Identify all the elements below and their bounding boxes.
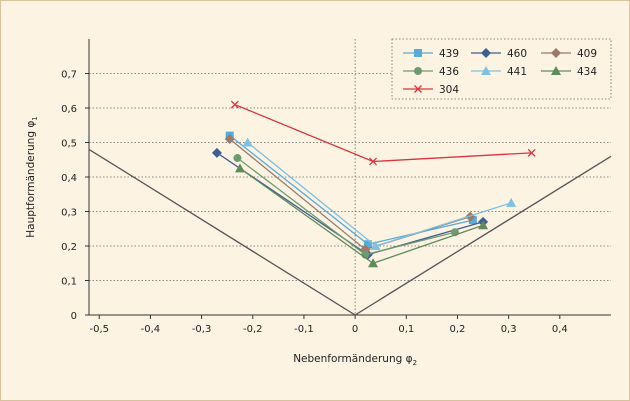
- data-point: [233, 154, 242, 163]
- y-tick-label: 0: [71, 311, 77, 322]
- legend-label: 434: [577, 66, 597, 78]
- data-point: [363, 240, 372, 249]
- reference-line: [88, 148, 612, 316]
- y-tick-label: 0,6: [61, 104, 77, 115]
- legend-marker: [481, 66, 491, 75]
- x-tick-label: -0,3: [192, 324, 212, 335]
- legend-marker: [481, 48, 491, 58]
- series-line: [234, 103, 532, 163]
- y-tick-label: 0,4: [61, 173, 77, 184]
- legend-label: 409: [577, 48, 597, 60]
- data-point: [224, 134, 235, 145]
- legend-marker: [414, 67, 422, 75]
- legend-item-460: 460: [471, 48, 527, 60]
- series-439: [225, 131, 477, 249]
- legend-label: 460: [507, 48, 527, 60]
- series-line: [229, 138, 471, 251]
- x-tick-label: 0,2: [450, 324, 466, 335]
- legend-item-434: 434: [541, 66, 597, 78]
- data-point: [478, 220, 489, 230]
- data-point: [211, 147, 222, 158]
- x-tick-label: 0: [352, 324, 358, 335]
- x-tick-label: 0,1: [398, 324, 414, 335]
- data-point: [230, 100, 239, 109]
- legend-marker: [414, 49, 422, 57]
- y-tick-label: 0,5: [61, 139, 77, 150]
- data-point: [369, 157, 377, 166]
- legend-label: 436: [439, 66, 459, 78]
- data-point: [242, 137, 253, 147]
- data-point: [465, 211, 476, 222]
- x-tick-label: -0,2: [243, 324, 263, 335]
- x-tick-label: -0,4: [141, 324, 161, 335]
- legend-item-304: 304: [403, 84, 459, 96]
- legend-label: 441: [507, 66, 527, 78]
- tick-labels: -0,5 -0,4 -0,3 -0,2 -0,1 0 0,1 0,2 0,3 0,4 0 0,1 0,2…: [61, 70, 568, 336]
- y-tick-label: 0,7: [61, 70, 77, 81]
- legend-label: 439: [439, 48, 459, 60]
- data-point: [234, 163, 245, 173]
- data-point: [468, 216, 477, 225]
- series-434: [234, 163, 489, 268]
- legend: 439 460 409 436 441 434 304: [391, 38, 612, 100]
- y-tick-label: 0,3: [61, 208, 77, 219]
- legend-item-409: 409: [541, 48, 597, 60]
- legend-label: 304: [439, 84, 459, 96]
- data-point: [370, 241, 381, 250]
- legend-item-436: 436: [403, 66, 459, 78]
- legend-marker: [414, 85, 422, 93]
- x-tick-label: -0,1: [294, 324, 314, 335]
- y-axis-title: Hauptformänderung φ1: [25, 116, 39, 238]
- y-tick-label: 0,1: [61, 277, 77, 288]
- x-tick-label: 0,4: [552, 324, 568, 335]
- data-point: [506, 197, 517, 207]
- data-point: [527, 148, 536, 157]
- series-line: [247, 141, 512, 247]
- x-tick-label: 0,3: [501, 324, 517, 335]
- grid-lines: [89, 73, 611, 281]
- x-axis-title: Nebenformänderung φ2: [293, 353, 417, 367]
- data-series: [211, 100, 536, 268]
- data-point: [368, 258, 379, 268]
- legend-marker: [551, 66, 561, 75]
- legend-item-441: 441: [471, 66, 527, 78]
- x-tick-label: -0,5: [89, 324, 109, 335]
- y-tick-label: 0,2: [61, 242, 77, 253]
- series-304: [230, 100, 536, 166]
- forming-limit-reference: [88, 148, 612, 316]
- axis-titles: Nebenformänderung φ2 Hauptformänderung φ…: [25, 116, 417, 367]
- legend-item-439: 439: [403, 48, 459, 60]
- legend-marker: [551, 48, 561, 58]
- series-441: [242, 137, 517, 250]
